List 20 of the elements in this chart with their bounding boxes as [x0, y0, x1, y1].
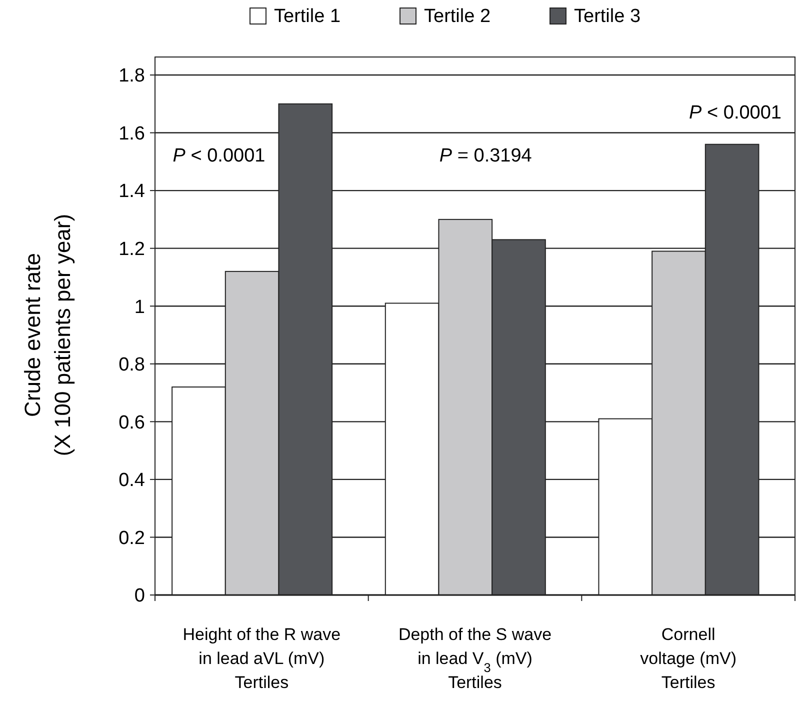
y-tick-label: 0.6 — [118, 412, 145, 434]
y-tick-label: 0.8 — [118, 354, 145, 376]
y-tick-label: 0 — [134, 586, 145, 607]
annotation: P < 0.0001 — [689, 102, 782, 124]
legend-label: Tertile 3 — [574, 6, 641, 27]
x-tick-label: Cornell voltage (mV) Tertiles — [640, 625, 737, 692]
x-tick-label: Height of the R wave in lead aVL (mV) Tertiles — [182, 625, 341, 692]
y-tick-label: 1.4 — [118, 181, 146, 202]
annotation: P < 0.0001 — [172, 146, 266, 167]
y-tick-label: 1 — [134, 296, 145, 318]
y-axis-title: Crude event rate (X 100 patients per year) — [20, 214, 75, 456]
y-tick-label: 0.4 — [118, 470, 146, 492]
legend-label: Tertile 2 — [424, 6, 491, 27]
annotation: P = 0.3194 — [439, 146, 532, 167]
y-tick-label: 1.8 — [118, 66, 145, 87]
legend-label: Tertile 1 — [274, 6, 341, 27]
y-tick-label: 1.2 — [118, 238, 145, 260]
y-tick-label: 1.6 — [118, 123, 145, 144]
x-tick-label: Depth of the S wave in lead V$_{3}$ (mV) Tertiles — [398, 625, 552, 692]
y-tick-label: 0.2 — [118, 528, 145, 549]
